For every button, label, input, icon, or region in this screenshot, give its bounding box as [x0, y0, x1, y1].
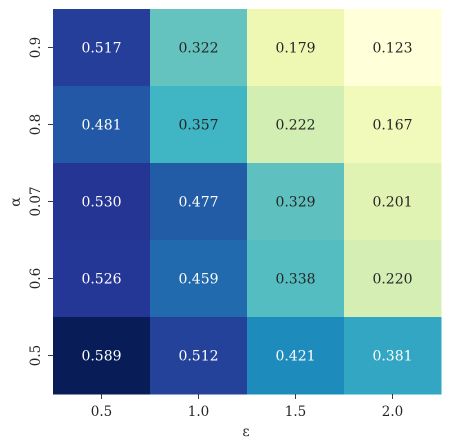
cell-value-label: 0.459 — [178, 272, 218, 288]
y-tick-label: 0.9 — [28, 37, 44, 58]
heatmap-cell — [53, 163, 151, 241]
cell-value-label: 0.220 — [372, 272, 412, 288]
y-tick-label: 0.6 — [28, 268, 44, 289]
y-tick-label: 0.07 — [28, 186, 44, 216]
cell-value-label: 0.530 — [81, 195, 121, 211]
cell-value-label: 0.481 — [81, 118, 121, 134]
cell-value-label: 0.167 — [372, 118, 412, 134]
heatmap-cell — [150, 86, 248, 164]
heatmap-cell — [150, 317, 248, 395]
heatmap-cell — [150, 9, 248, 87]
cell-value-label: 0.512 — [178, 349, 218, 365]
cell-value-label: 0.357 — [178, 118, 218, 134]
x-tick-label: 2.0 — [382, 404, 403, 420]
cell-value-label: 0.338 — [275, 272, 315, 288]
heatmap-cell — [247, 240, 345, 318]
cell-value-label: 0.526 — [81, 272, 121, 288]
heatmap-cell — [344, 9, 442, 87]
heatmap-cell — [53, 86, 151, 164]
cell-value-label: 0.179 — [275, 41, 315, 57]
cell-value-label: 0.222 — [275, 118, 315, 134]
cell-value-label: 0.201 — [372, 195, 412, 211]
cell-value-label: 0.329 — [275, 195, 315, 211]
heatmap-cell — [344, 240, 442, 318]
cell-value-label: 0.421 — [275, 349, 315, 365]
y-tick-label: 0.5 — [28, 345, 44, 366]
x-tick-label: 0.5 — [91, 404, 112, 420]
cell-value-label: 0.589 — [81, 349, 121, 365]
y-axis-ticks: 0.9 0.8 0.07 0.6 0.5 — [28, 37, 53, 366]
x-axis-ticks: 0.5 1.0 1.5 2.0 — [91, 394, 403, 420]
y-tick-label: 0.8 — [28, 114, 44, 135]
cell-value-label: 0.322 — [178, 41, 218, 57]
cell-value-label: 0.123 — [372, 41, 412, 57]
heatmap-cell — [247, 9, 345, 87]
heatmap-cell — [344, 317, 442, 395]
heatmap-cells: 0.517 0.322 0.179 0.123 0.481 0.357 0.222 0.167… — [53, 9, 442, 395]
cell-value-label: 0.477 — [178, 195, 218, 211]
x-tick-label: 1.5 — [285, 404, 306, 420]
heatmap-cell — [247, 163, 345, 241]
cell-value-label: 0.517 — [81, 41, 121, 57]
heatmap-cell — [53, 9, 151, 87]
heatmap-cell — [150, 163, 248, 241]
heatmap-cell — [344, 163, 442, 241]
cell-value-label: 0.381 — [372, 349, 412, 365]
heatmap-cell — [344, 86, 442, 164]
heatmap-cell — [150, 240, 248, 318]
heatmap-cell — [53, 317, 151, 395]
heatmap-cell — [247, 317, 345, 395]
y-axis-label: α — [8, 197, 24, 207]
heatmap-cell — [247, 86, 345, 164]
x-axis-label: ε — [242, 424, 249, 440]
x-tick-label: 1.0 — [188, 404, 209, 420]
heatmap-cell — [53, 240, 151, 318]
